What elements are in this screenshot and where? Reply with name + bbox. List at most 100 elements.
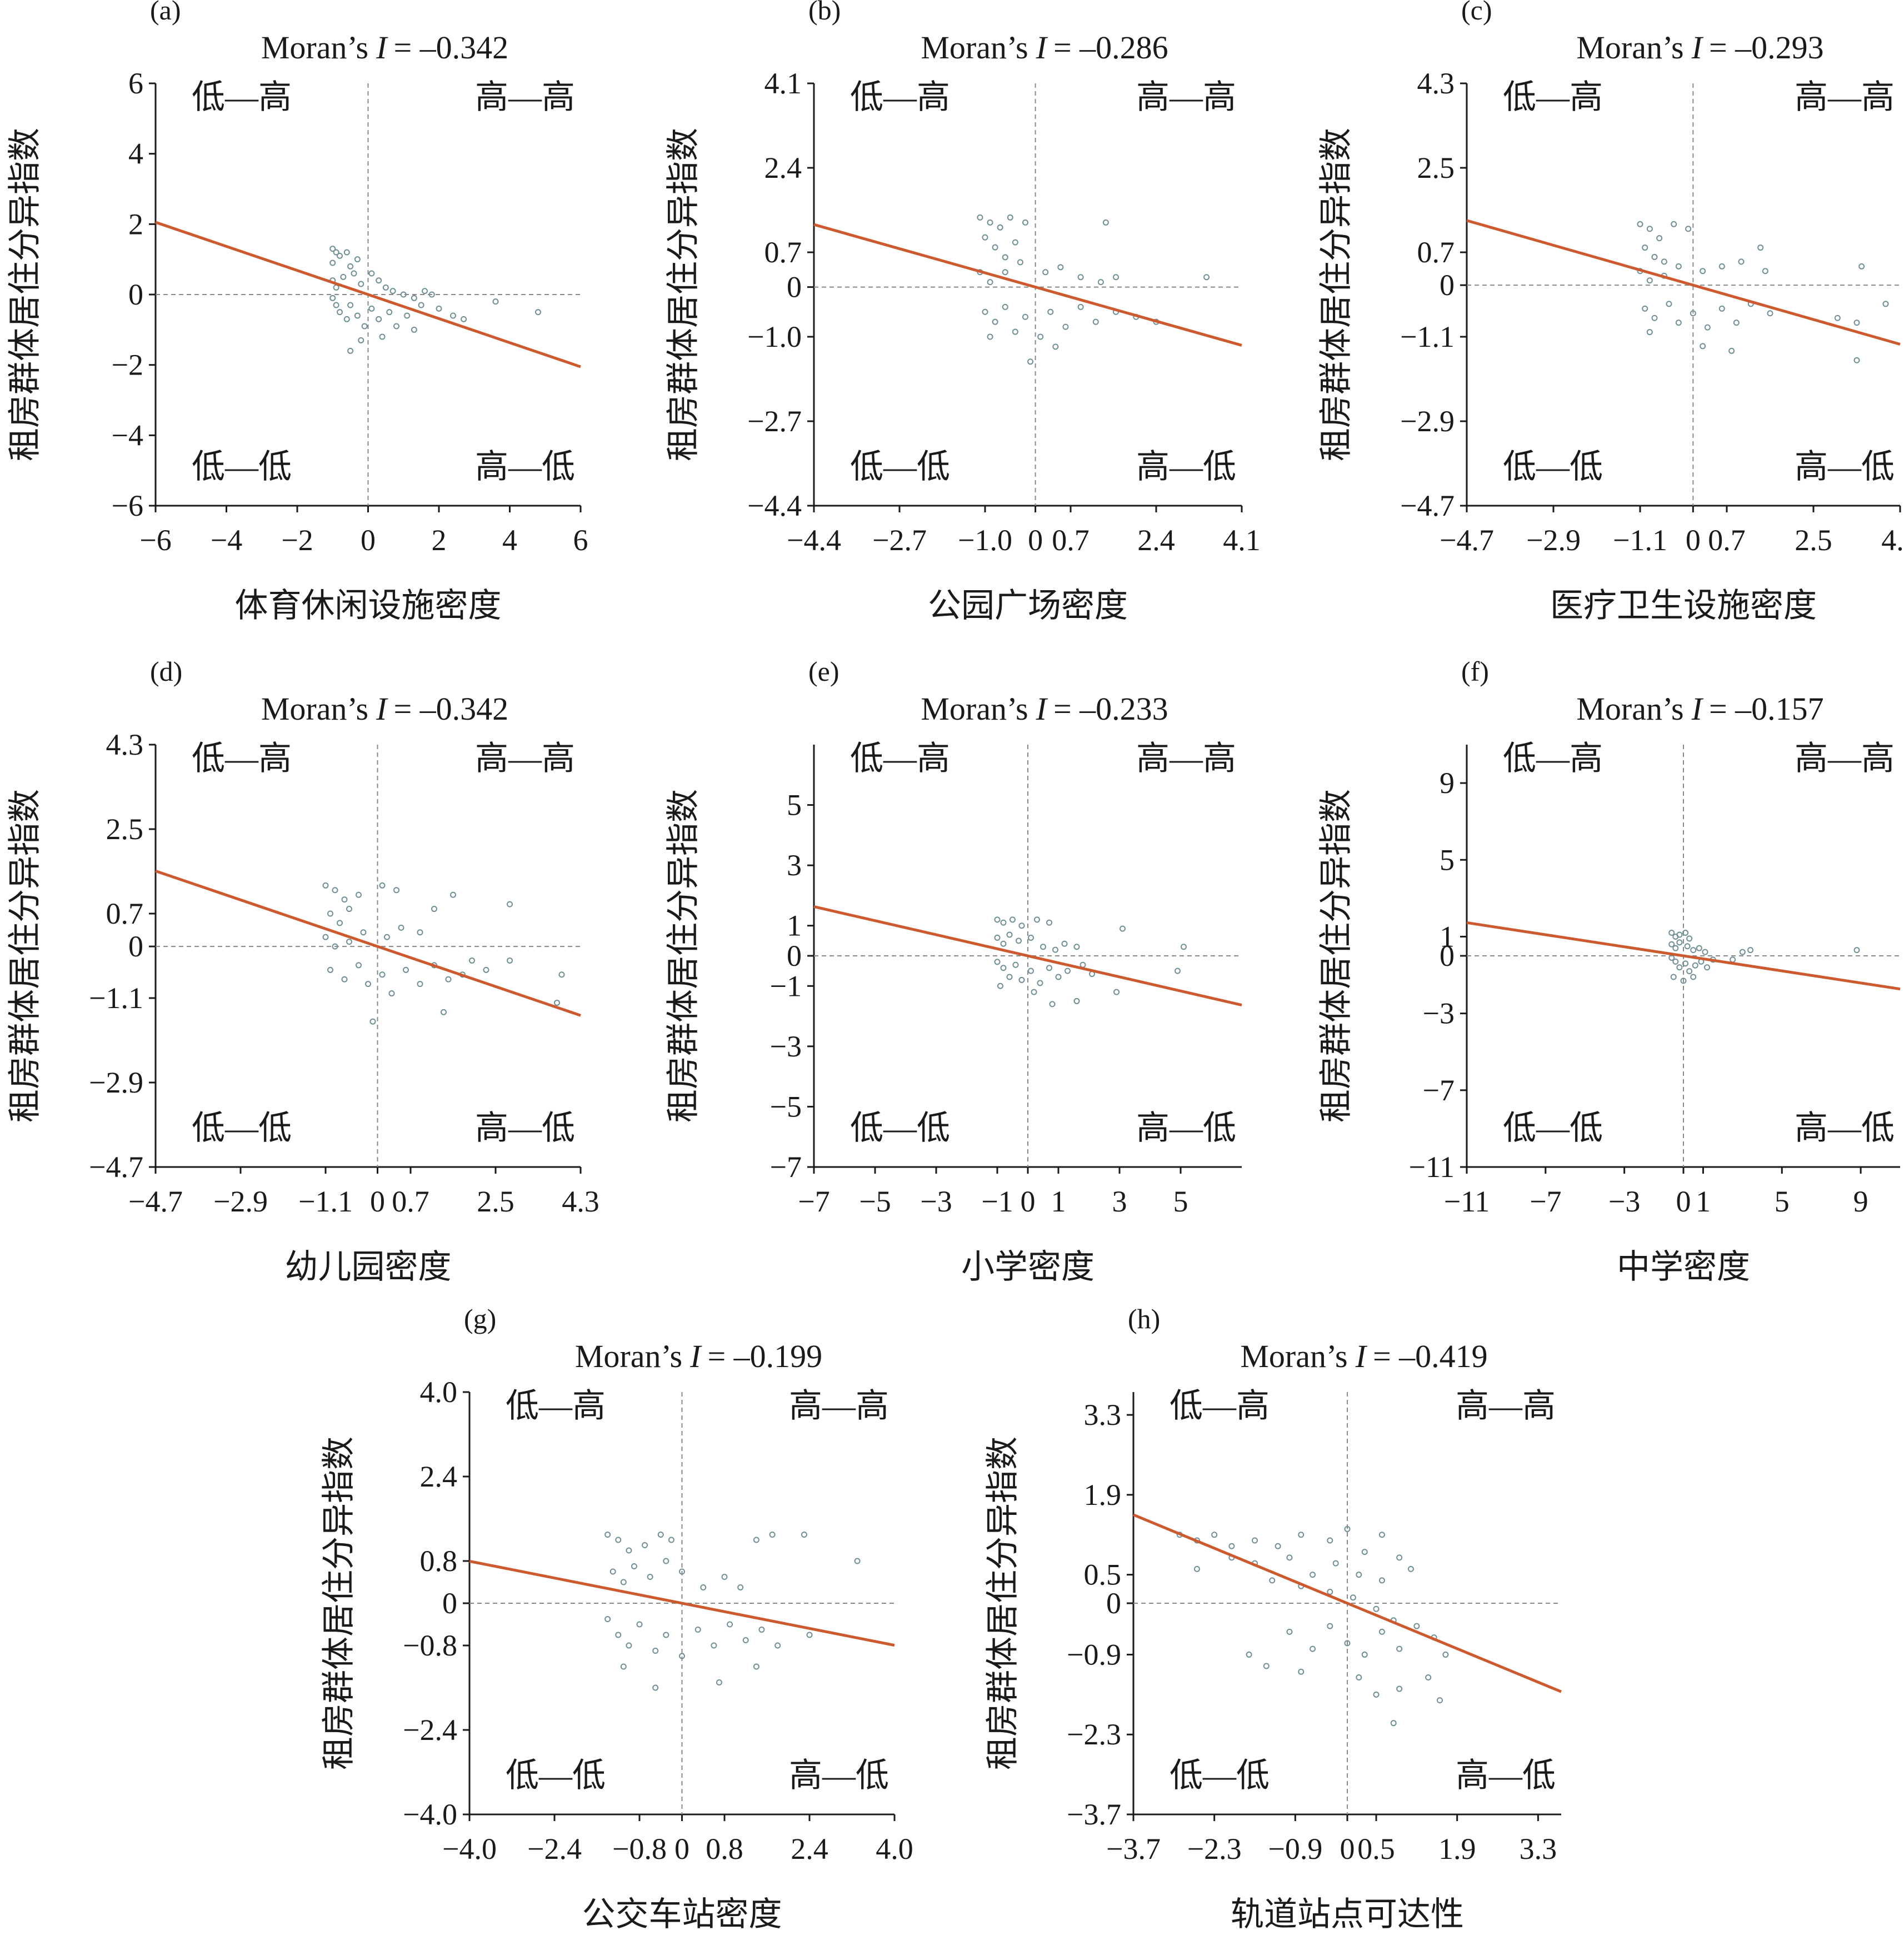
x-tick-label: 0 bbox=[370, 1185, 385, 1218]
moran-i-symbol: I bbox=[1691, 691, 1704, 727]
scatter-point bbox=[987, 333, 993, 340]
moran-i-symbol: I bbox=[1036, 29, 1048, 66]
x-tick-label: −7 bbox=[1530, 1185, 1561, 1218]
scatter-panel-2: 4.12.40.70−1.0−2.7−4.4−4.4 −2.7 −1.0 0 0.7 2.… bbox=[665, 0, 1261, 624]
scatter-point bbox=[1666, 301, 1672, 307]
scatter-point bbox=[1002, 254, 1008, 261]
scatter-point bbox=[329, 246, 336, 252]
scatter-point bbox=[1690, 974, 1697, 980]
scatter-point bbox=[1344, 1640, 1351, 1647]
scatter-point bbox=[668, 1537, 674, 1543]
scatter-point bbox=[1203, 274, 1210, 281]
scatter-point bbox=[1022, 313, 1028, 320]
scatter-point bbox=[411, 295, 417, 301]
scatter-point bbox=[1327, 1588, 1333, 1595]
x-tick-label: −0.8 bbox=[612, 1832, 667, 1866]
x-tick-label: −1.1 bbox=[298, 1185, 353, 1218]
scatter-point bbox=[428, 291, 435, 298]
x-tick-label: 0 bbox=[1028, 523, 1043, 557]
scatter-point bbox=[1018, 976, 1025, 983]
y-tick-label: 5 bbox=[787, 789, 802, 822]
moran-i-value: = –0.157 bbox=[1709, 691, 1824, 727]
moran-i-title: Moran’s I = –0.342 bbox=[261, 691, 508, 727]
scatter-point bbox=[854, 1558, 861, 1564]
quadrant-label-top-left: 低—高 bbox=[850, 740, 950, 777]
scatter-point bbox=[1269, 1577, 1276, 1584]
scatter-point bbox=[1000, 919, 1007, 926]
scatter-point bbox=[358, 337, 364, 343]
y-tick-label: −4.4 bbox=[747, 489, 802, 522]
scatter-point bbox=[1853, 357, 1860, 363]
scatter-point bbox=[753, 1537, 759, 1543]
scatter-point bbox=[1378, 1532, 1385, 1538]
scatter-point bbox=[1073, 998, 1080, 1004]
x-tick-label: −4.4 bbox=[787, 523, 841, 557]
y-tick-label: −2.4 bbox=[403, 1713, 457, 1747]
y-tick-label: 1.9 bbox=[1084, 1478, 1122, 1512]
x-tick-label: 0 bbox=[361, 523, 376, 557]
x-tick-label: 0 bbox=[1686, 523, 1701, 557]
y-tick-label: −1.1 bbox=[89, 981, 143, 1015]
scatter-point bbox=[341, 896, 348, 903]
y-tick-label: −3 bbox=[1423, 997, 1455, 1030]
x-tick-label: 0.7 bbox=[392, 1185, 429, 1218]
x-axis-title: 幼儿园密度 bbox=[285, 1249, 452, 1285]
scatter-point bbox=[327, 910, 333, 917]
y-tick-label: 6 bbox=[128, 67, 143, 100]
scatter-point bbox=[1052, 343, 1059, 350]
y-tick-label: 0.7 bbox=[764, 236, 802, 269]
y-tick-label: −0.8 bbox=[403, 1629, 457, 1662]
scatter-point bbox=[1077, 303, 1084, 310]
x-tick-label: 1.9 bbox=[1438, 1832, 1476, 1866]
scatter-point bbox=[322, 934, 329, 940]
scatter-point bbox=[1286, 1628, 1293, 1635]
scatter-point bbox=[1651, 253, 1658, 260]
panel-label: (g) bbox=[464, 1303, 496, 1334]
scatter-point bbox=[737, 1584, 744, 1590]
scatter-point bbox=[1396, 1645, 1403, 1652]
scatter-point bbox=[1728, 347, 1735, 354]
moran-i-title: Moran’s I = –0.233 bbox=[921, 691, 1168, 727]
moran-prefix: Moran’s bbox=[1576, 29, 1683, 66]
scatter-point bbox=[356, 891, 362, 898]
panel-label: (e) bbox=[808, 656, 839, 687]
scatter-point bbox=[1310, 1645, 1316, 1652]
quadrant-label-bottom-left: 低—低 bbox=[1503, 1110, 1603, 1146]
scatter-point bbox=[1407, 1565, 1414, 1572]
scatter-point bbox=[1702, 949, 1708, 955]
y-tick-label: −4.7 bbox=[1400, 489, 1455, 522]
scatter-point bbox=[445, 976, 452, 983]
scatter-point bbox=[1275, 1543, 1281, 1549]
scatter-point bbox=[354, 256, 361, 263]
scatter-point bbox=[636, 1621, 643, 1628]
y-tick-label: 0.5 bbox=[1084, 1558, 1122, 1592]
scatter-point bbox=[347, 263, 354, 270]
scatter-point bbox=[1672, 958, 1679, 965]
moran-i-title: Moran’s I = –0.419 bbox=[1240, 1338, 1487, 1374]
y-tick-label: −1.0 bbox=[747, 320, 802, 353]
y-tick-label: 2 bbox=[128, 207, 143, 241]
regression-line bbox=[469, 1559, 895, 1647]
scatter-point bbox=[376, 277, 382, 284]
scatter-point bbox=[382, 284, 389, 291]
scatter-panel-7: 4.02.40.80−0.8−2.4−4.0−4.0 −2.4 −0.8 0 0.8 2.… bbox=[321, 1303, 913, 1933]
quadrant-label-bottom-right: 高—低 bbox=[1136, 448, 1236, 485]
scatter-point bbox=[1733, 320, 1740, 326]
y-tick-label: 2.5 bbox=[106, 812, 144, 846]
quadrant-label-top-left: 低—高 bbox=[850, 79, 950, 116]
y-tick-label: −7 bbox=[770, 1150, 802, 1184]
scatter-point bbox=[663, 1632, 669, 1638]
y-tick-label: 0.7 bbox=[106, 897, 144, 930]
y-tick-label: 2.5 bbox=[1417, 151, 1455, 184]
scatter-point bbox=[1685, 226, 1692, 232]
scatter-point bbox=[411, 326, 417, 333]
quadrant-label-top-right: 高—高 bbox=[1136, 79, 1236, 116]
y-tick-label: 2.4 bbox=[420, 1460, 458, 1493]
scatter-point bbox=[337, 309, 343, 316]
x-tick-label: 0 bbox=[674, 1832, 689, 1866]
scatter-point bbox=[620, 1663, 627, 1670]
x-tick-label: −4 bbox=[211, 523, 242, 557]
x-tick-label: 0 bbox=[1340, 1832, 1355, 1866]
scatter-point bbox=[1356, 1674, 1362, 1681]
